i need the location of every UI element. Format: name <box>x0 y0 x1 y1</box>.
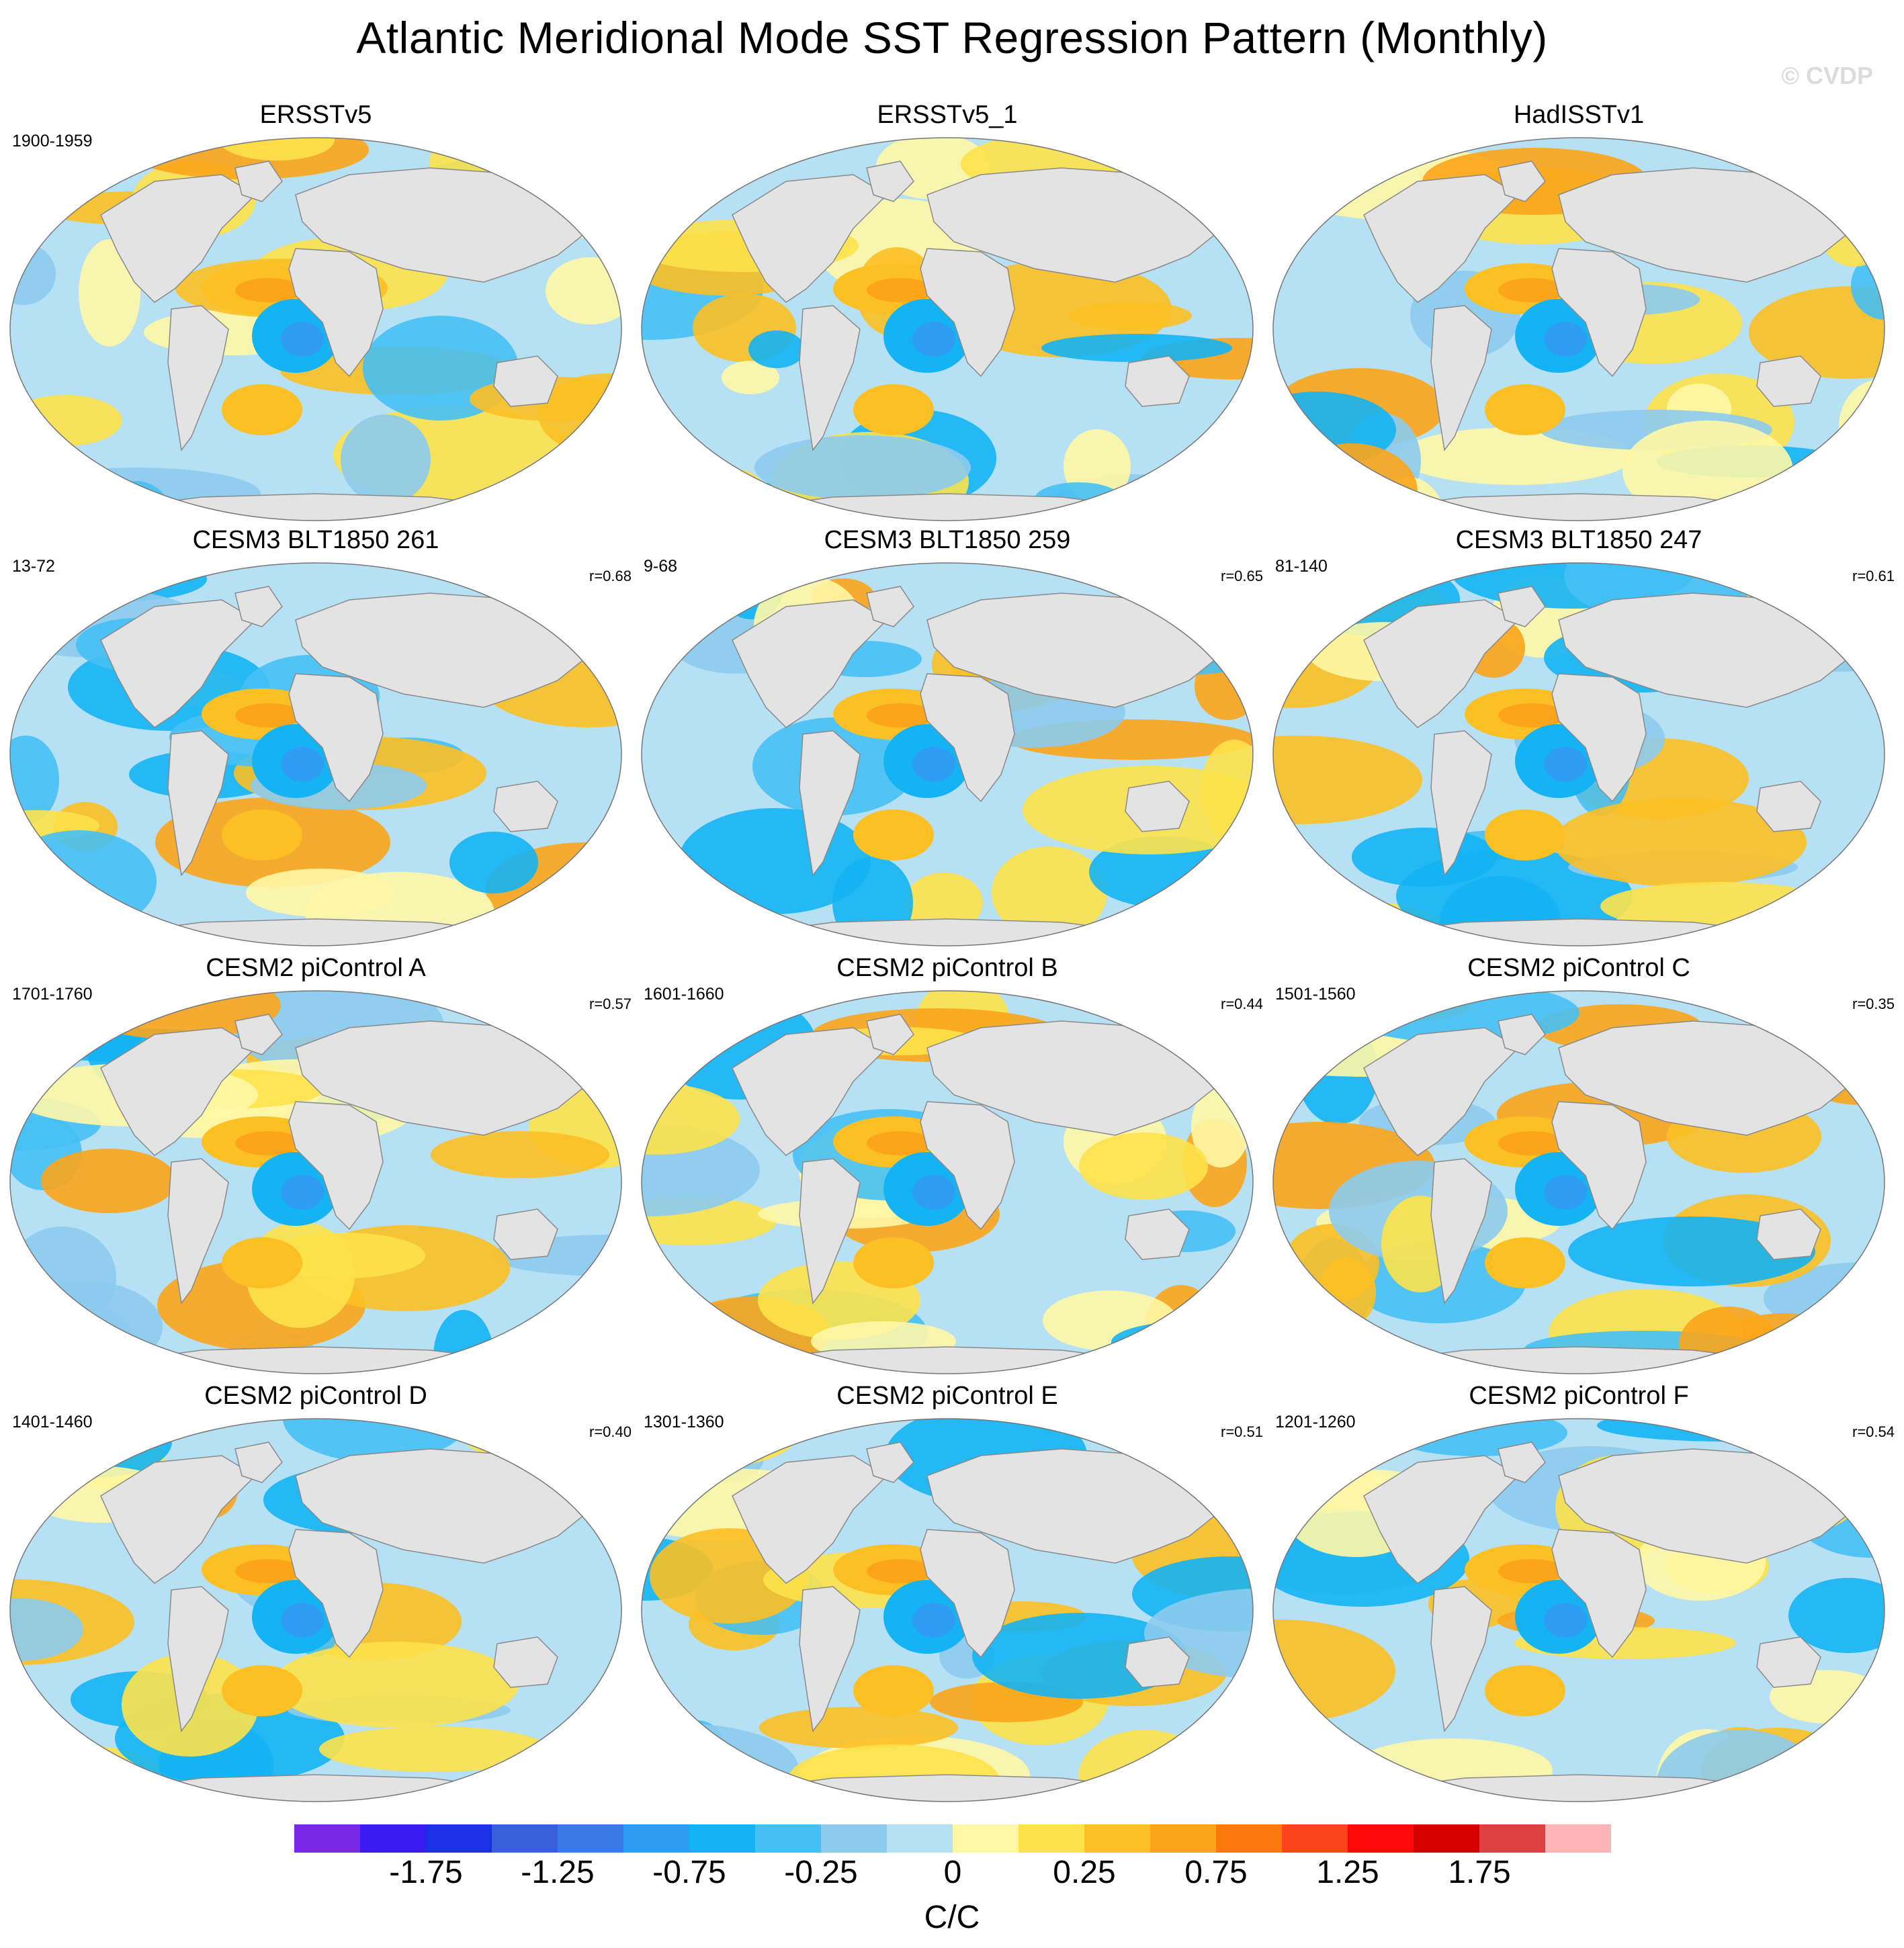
panel-correlation: r=0.51 <box>1221 1423 1263 1440</box>
colorbar-tick-label: -1.75 <box>389 1855 463 1890</box>
panel-period: 13-72 <box>12 557 55 576</box>
panel-title: CESM3 BLT1850 259 <box>824 526 1071 554</box>
world-map <box>1272 562 1885 946</box>
panel-period: 9-68 <box>644 557 678 576</box>
colorbar-swatch <box>1216 1824 1283 1853</box>
map-panel: CESM3 BLT1850 259 9-68 r=0.65 <box>632 526 1263 949</box>
panel-correlation: r=0.57 <box>589 995 632 1012</box>
panel-correlation: r=0.40 <box>589 1423 632 1440</box>
panel-period: 1401-1460 <box>12 1413 93 1431</box>
panel-title: CESM3 BLT1850 247 <box>1455 526 1702 554</box>
panel-title: CESM2 piControl E <box>836 1382 1058 1410</box>
panel-correlation: r=0.68 <box>589 568 632 584</box>
world-map <box>9 562 622 946</box>
map-panel: CESM2 piControl D 1401-1460 r=0.40 <box>0 1382 632 1805</box>
panel-title: HadISSTv1 <box>1513 101 1645 129</box>
colorbar-tick-label: -0.25 <box>784 1855 858 1890</box>
panel-period: 1900-1959 <box>12 132 93 150</box>
colorbar-tick-label: 0 <box>943 1855 962 1890</box>
panel-period: 1601-1660 <box>644 985 724 1004</box>
world-map <box>641 1418 1254 1802</box>
world-map <box>9 1418 622 1802</box>
panel-correlation: r=0.35 <box>1852 995 1895 1012</box>
world-map <box>641 562 1254 946</box>
panel-period: 1301-1360 <box>644 1413 724 1431</box>
map-panel: CESM2 piControl B 1601-1660 r=0.44 <box>632 954 1263 1377</box>
colorbar-swatch <box>558 1824 624 1853</box>
panel-period: 1701-1760 <box>12 985 93 1004</box>
map-panel: CESM3 BLT1850 261 13-72 r=0.68 <box>0 526 632 949</box>
panel-title: CESM2 piControl F <box>1469 1382 1689 1410</box>
colorbar-tick-label: -0.75 <box>652 1855 726 1890</box>
panel-title: CESM2 piControl D <box>204 1382 427 1410</box>
colorbar-tick-label: 1.25 <box>1316 1855 1379 1890</box>
colorbar-swatch <box>294 1824 361 1853</box>
world-map <box>9 137 622 521</box>
colorbar-units: C/C <box>924 1900 980 1935</box>
colorbar-swatch <box>1084 1824 1151 1853</box>
map-panel: CESM2 piControl E 1301-1360 r=0.51 <box>632 1382 1263 1805</box>
panel-period: 81-140 <box>1275 557 1328 576</box>
colorbar-swatch <box>755 1824 822 1853</box>
panel-title: CESM2 piControl C <box>1467 954 1690 982</box>
colorbar-tick-label: 1.75 <box>1448 1855 1511 1890</box>
panel-title: ERSSTv5_1 <box>877 101 1018 129</box>
panel-title: CESM3 BLT1850 261 <box>192 526 439 554</box>
map-panel: ERSSTv5 1900-1959 <box>0 101 632 524</box>
world-map <box>641 137 1254 521</box>
copyright-watermark: © CVDP <box>1781 62 1873 89</box>
colorbar-swatch <box>426 1824 492 1853</box>
colorbar-swatch <box>623 1824 690 1853</box>
panel-title: CESM2 piControl B <box>836 954 1058 982</box>
panel-title: CESM2 piControl A <box>206 954 426 982</box>
colorbar-swatch <box>953 1824 1019 1853</box>
world-map <box>641 990 1254 1374</box>
colorbar-swatch <box>360 1824 427 1853</box>
colorbar-tick-label: -1.25 <box>521 1855 595 1890</box>
world-map <box>1272 1418 1885 1802</box>
colorbar-swatch <box>1479 1824 1546 1853</box>
colorbar-tick-label: 0.75 <box>1184 1855 1248 1890</box>
panel-correlation: r=0.44 <box>1221 995 1263 1012</box>
map-panel: ERSSTv5_1 <box>632 101 1263 524</box>
colorbar-swatch <box>1414 1824 1480 1853</box>
colorbar-tick-label: 0.25 <box>1053 1855 1116 1890</box>
colorbar-swatch <box>821 1824 888 1853</box>
colorbar-swatch <box>1348 1824 1414 1853</box>
map-panel: CESM2 piControl A 1701-1760 r=0.57 <box>0 954 632 1377</box>
map-panel: HadISSTv1 <box>1263 101 1895 524</box>
panel-period: 1501-1560 <box>1275 985 1356 1004</box>
panel-title: ERSSTv5 <box>259 101 372 129</box>
colorbar-swatch <box>1019 1824 1085 1853</box>
panel-correlation: r=0.61 <box>1852 568 1895 584</box>
figure-title: Atlantic Meridional Mode SST Regression … <box>356 13 1548 62</box>
colorbar-swatch <box>1150 1824 1217 1853</box>
world-map <box>1272 137 1885 521</box>
world-map <box>1272 990 1885 1374</box>
map-panel: CESM3 BLT1850 247 81-140 r=0.61 <box>1263 526 1895 949</box>
colorbar-swatch <box>1545 1824 1611 1853</box>
colorbar-swatch <box>887 1824 953 1853</box>
map-panel: CESM2 piControl C 1501-1560 r=0.35 <box>1263 954 1895 1377</box>
colorbar-swatch <box>1282 1824 1348 1853</box>
colorbar-swatch <box>492 1824 558 1853</box>
panel-correlation: r=0.54 <box>1852 1423 1895 1440</box>
panel-correlation: r=0.65 <box>1221 568 1263 584</box>
world-map <box>9 990 622 1374</box>
map-panel: CESM2 piControl F 1201-1260 r=0.54 <box>1263 1382 1895 1805</box>
colorbar-swatch <box>689 1824 756 1853</box>
panel-period: 1201-1260 <box>1275 1413 1356 1431</box>
colorbar <box>294 1824 1611 1853</box>
